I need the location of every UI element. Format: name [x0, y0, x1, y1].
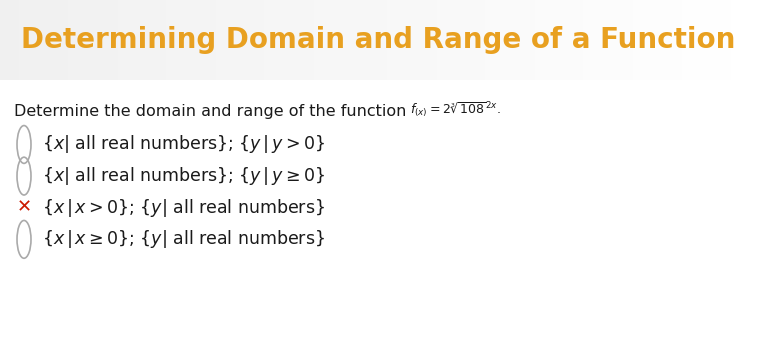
Text: $\{x|$ all real numbers$\}$; $\{y\,|\,y \geq 0\}$: $\{x|$ all real numbers$\}$; $\{y\,|\,y … — [42, 165, 325, 187]
Text: Determining Domain and Range of a Function: Determining Domain and Range of a Functi… — [21, 26, 736, 54]
Text: Determine the domain and range of the function: Determine the domain and range of the fu… — [14, 104, 407, 119]
Text: $\{x\,|\,x > 0\}$; $\{y|$ all real numbers$\}$: $\{x\,|\,x > 0\}$; $\{y|$ all real numbe… — [42, 197, 325, 219]
Text: $\{x|$ all real numbers$\}$; $\{y\,|\,y > 0\}$: $\{x|$ all real numbers$\}$; $\{y\,|\,y … — [42, 134, 325, 155]
Text: $\{x\,|\,x \geq 0\}$; $\{y|$ all real numbers$\}$: $\{x\,|\,x \geq 0\}$; $\{y|$ all real nu… — [42, 228, 325, 250]
Text: ✕: ✕ — [17, 199, 32, 217]
Text: $f_{(x)}=2\sqrt[3]{108}^{2x}$.: $f_{(x)}=2\sqrt[3]{108}^{2x}$. — [410, 100, 501, 120]
